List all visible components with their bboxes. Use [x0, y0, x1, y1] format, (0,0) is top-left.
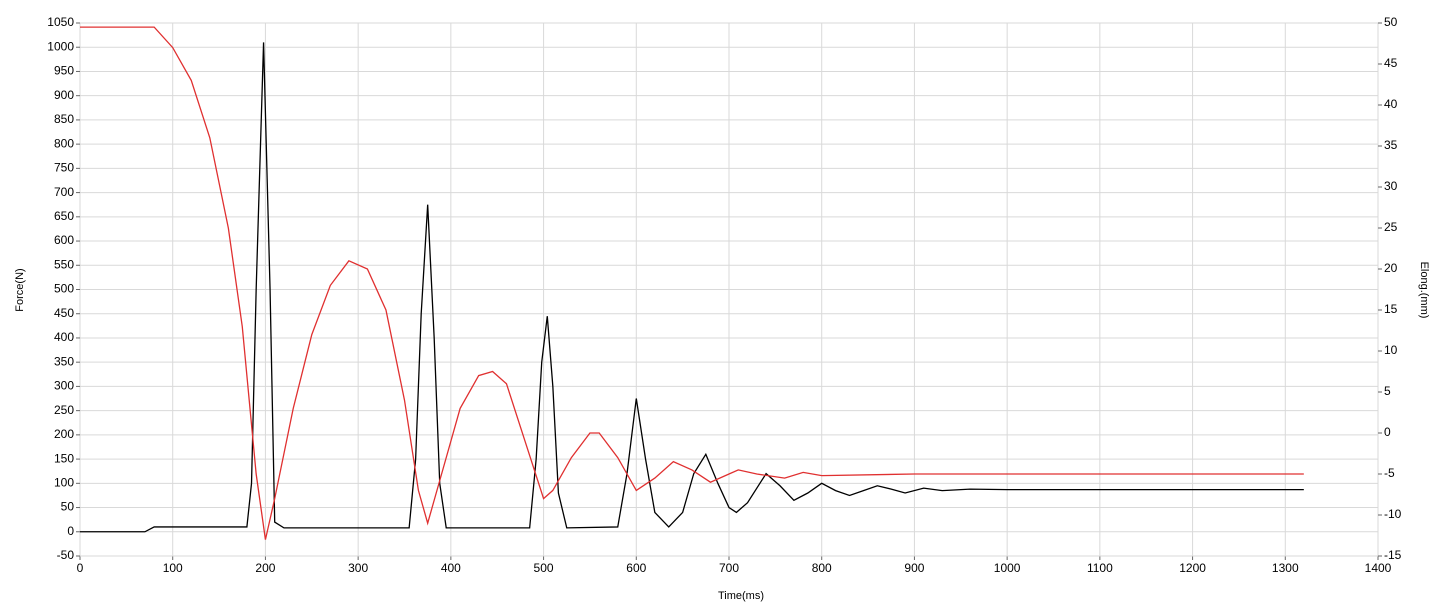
- y2-tick-label: 40: [1384, 97, 1398, 111]
- x-tick-label: 1300: [1272, 561, 1299, 575]
- x-tick-label: 600: [626, 561, 646, 575]
- y-tick-label: 0: [67, 524, 74, 538]
- x-tick-label: 1100: [1087, 561, 1113, 575]
- y2-tick-label: 15: [1384, 302, 1398, 316]
- y-tick-label: 900: [54, 88, 74, 102]
- x-tick-label: 1200: [1179, 561, 1206, 575]
- x-tick-label: 0: [77, 561, 84, 575]
- y-axis-title: Force(N): [14, 268, 26, 311]
- x-tick-label: 1400: [1365, 561, 1392, 575]
- y-tick-label: 1000: [47, 39, 74, 53]
- y2-tick-label: 5: [1384, 384, 1391, 398]
- x-tick-label: 900: [904, 561, 924, 575]
- x-tick-label: 400: [441, 561, 461, 575]
- y2-tick-label: 10: [1384, 343, 1398, 357]
- y2-tick-label: 25: [1384, 220, 1398, 234]
- y-tick-label: 150: [54, 451, 74, 465]
- y-tick-label: 750: [54, 161, 74, 175]
- y2-tick-label: -5: [1384, 466, 1395, 480]
- y-tick-label: 850: [54, 112, 74, 126]
- y2-tick-label: -10: [1384, 507, 1402, 521]
- y2-tick-label: 30: [1384, 179, 1398, 193]
- y-tick-label: 600: [54, 233, 74, 247]
- x-tick-label: 700: [719, 561, 739, 575]
- x-tick-label: 800: [812, 561, 832, 575]
- y2-axis-title: Elong.(mm): [1418, 262, 1430, 319]
- y2-tick-label: 45: [1384, 56, 1398, 70]
- y2-tick-label: 35: [1384, 138, 1398, 152]
- x-axis-title: Time(ms): [718, 590, 764, 602]
- x-tick-label: 200: [255, 561, 275, 575]
- y-tick-label: 950: [54, 64, 74, 78]
- y-tick-label: 350: [54, 354, 74, 368]
- x-tick-label: 500: [534, 561, 554, 575]
- y-tick-label: 250: [54, 403, 74, 417]
- data-line: [80, 42, 1304, 533]
- y-tick-label: 300: [54, 379, 74, 393]
- y-tick-label: 500: [54, 282, 74, 296]
- y2-tick-label: 50: [1384, 15, 1398, 29]
- y2-tick-label: 0: [1384, 425, 1391, 439]
- y2-tick-label: 20: [1384, 261, 1398, 275]
- y-tick-label: 700: [54, 185, 74, 199]
- y-tick-label: 1050: [47, 15, 74, 29]
- y-tick-label: -50: [57, 548, 75, 562]
- y-tick-label: 550: [54, 257, 74, 271]
- x-tick-label: 300: [348, 561, 368, 575]
- y2-tick-label: -15: [1384, 548, 1402, 562]
- y-tick-label: 400: [54, 330, 74, 344]
- y-tick-label: 50: [61, 500, 75, 514]
- y-tick-label: 800: [54, 136, 74, 150]
- y-tick-label: 200: [54, 427, 74, 441]
- y-tick-label: 650: [54, 209, 74, 223]
- x-tick-label: 100: [163, 561, 183, 575]
- data-line: [80, 26, 1304, 540]
- y-tick-label: 100: [54, 475, 74, 489]
- y-tick-label: 450: [54, 306, 74, 320]
- x-tick-label: 1000: [994, 561, 1021, 575]
